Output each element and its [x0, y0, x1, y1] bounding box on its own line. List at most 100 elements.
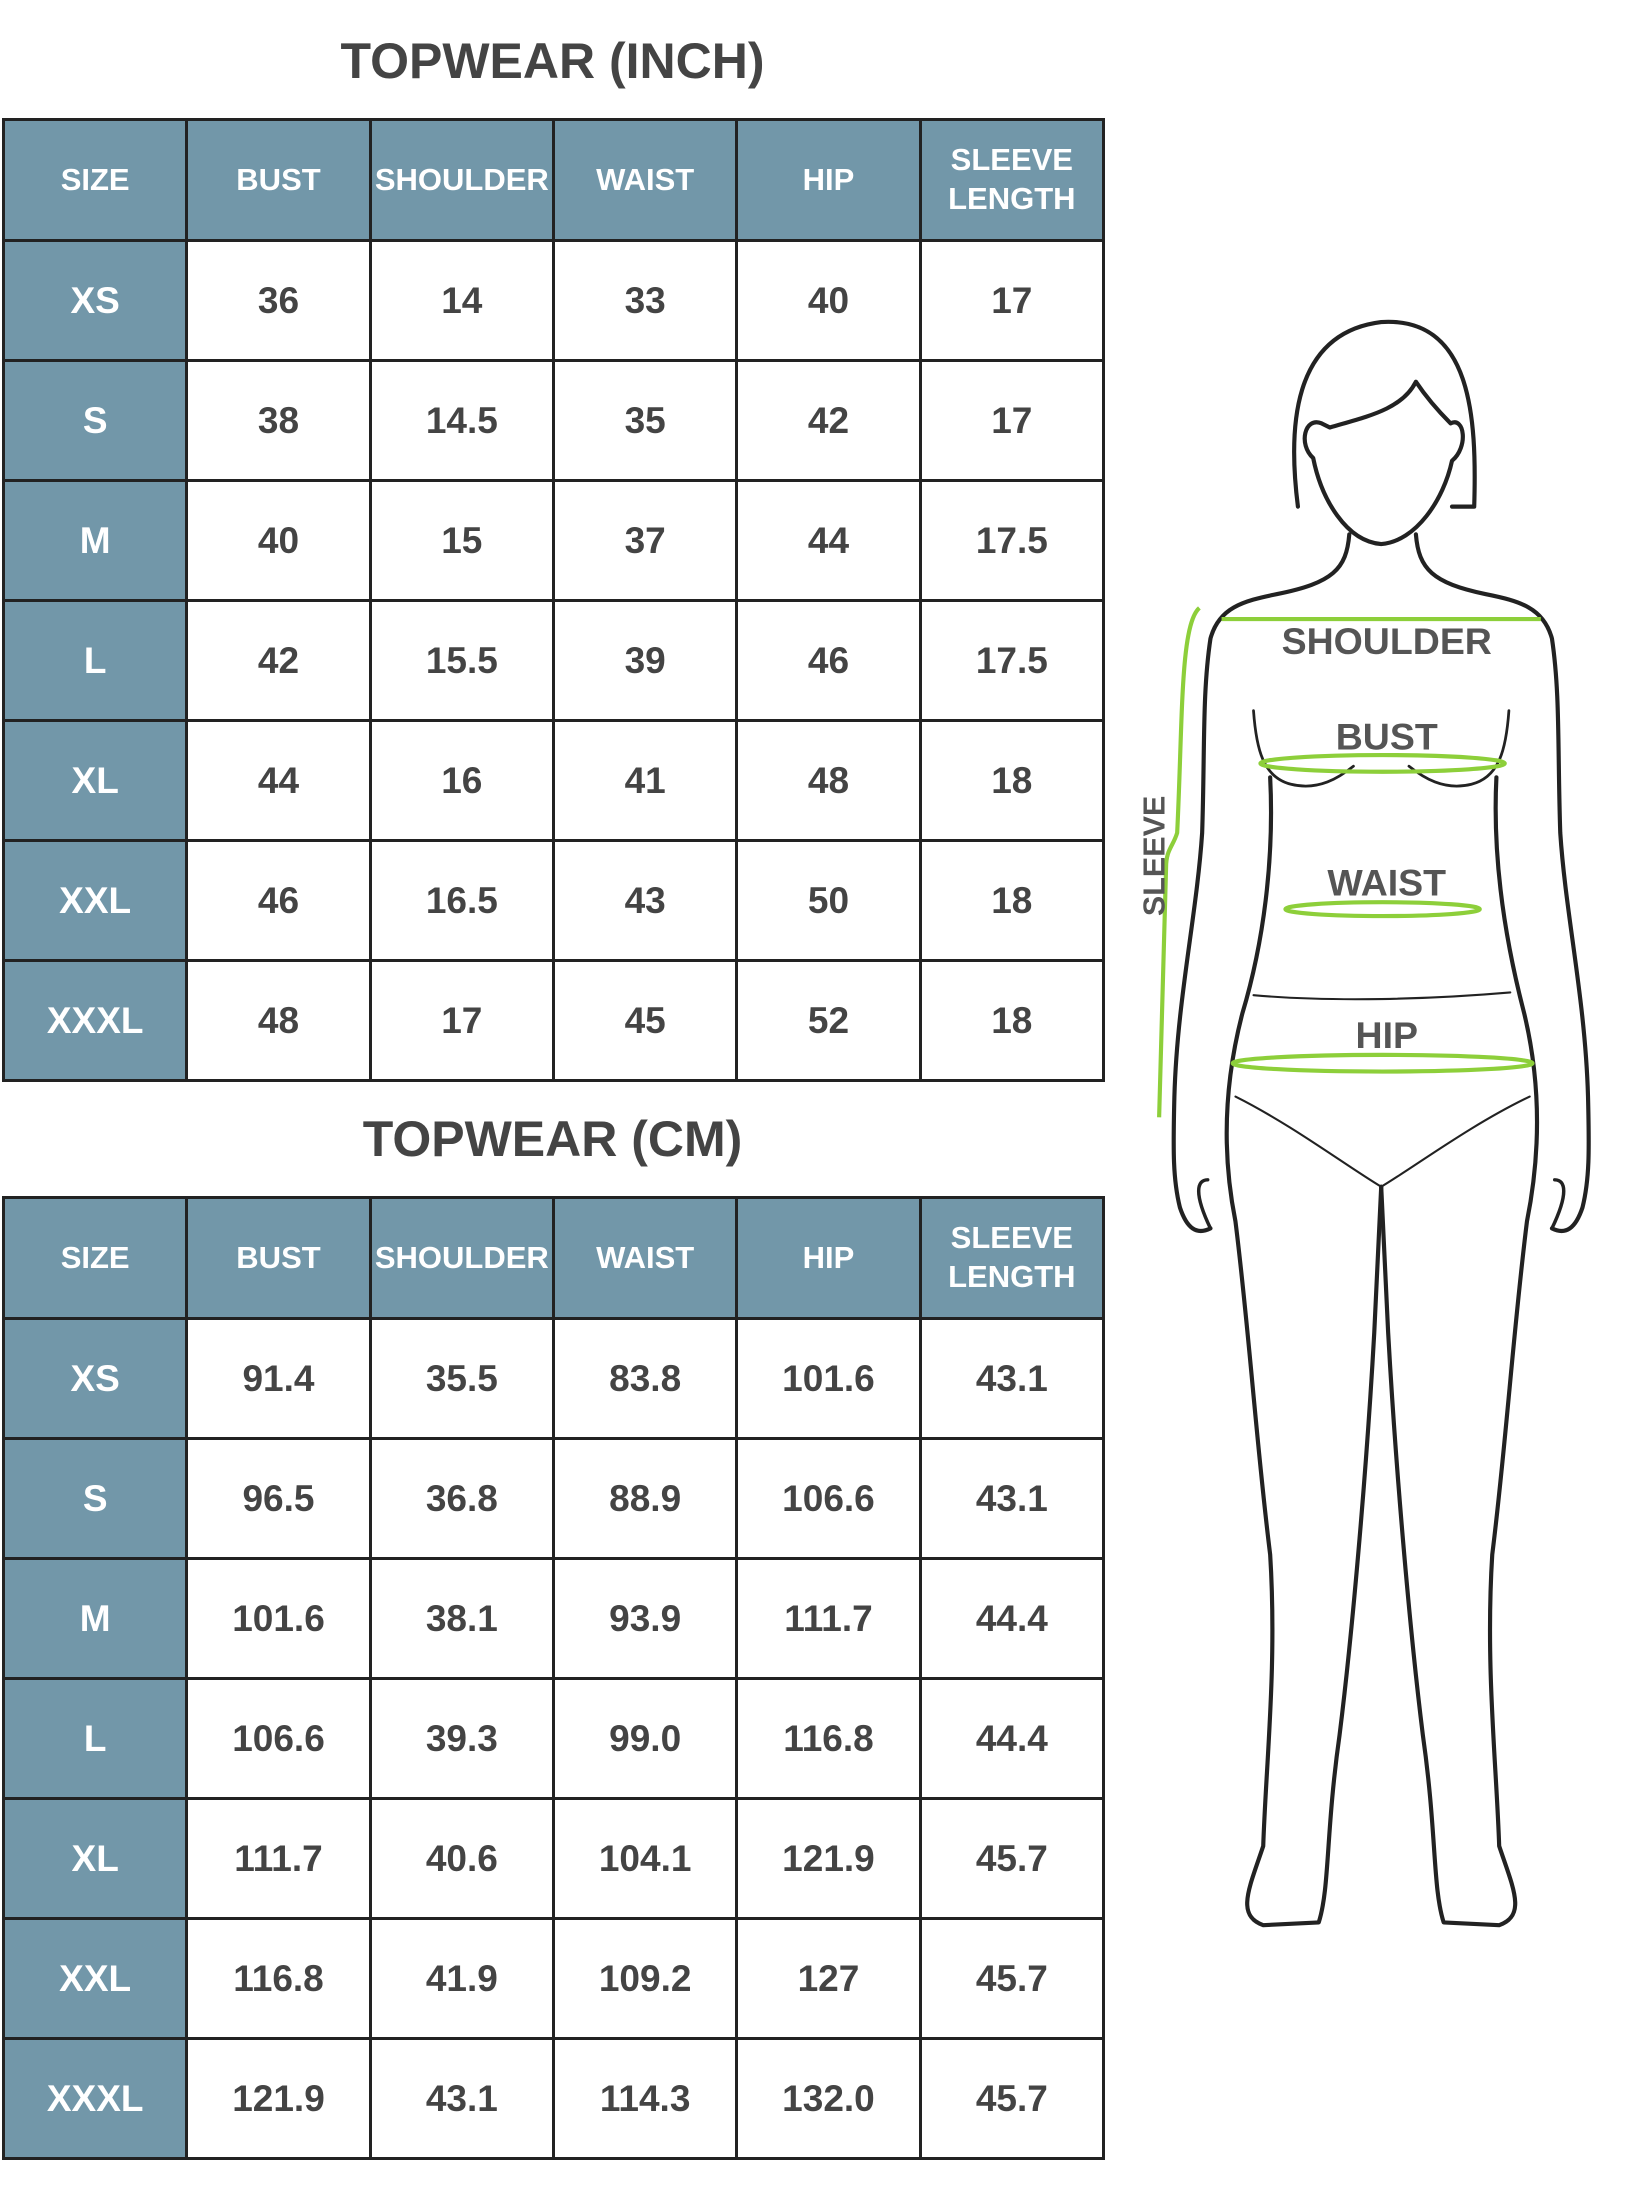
- value-cell: 106.6: [735, 1437, 922, 1560]
- value-cell: 44: [735, 479, 922, 602]
- value-cell: 46: [185, 839, 372, 962]
- value-cell: 43.1: [918, 1437, 1106, 1560]
- column-header: SLEEVE LENGTH: [918, 1196, 1106, 1320]
- size-cell: L: [1, 599, 189, 722]
- table-row: XS 36 14 33 40 17: [1, 239, 1106, 362]
- header-row: SIZE BUST SHOULDER WAIST HIP SLEEVE LENGTH: [1, 118, 1106, 242]
- value-cell: 116.8: [185, 1917, 372, 2040]
- value-cell: 45.7: [918, 2037, 1106, 2160]
- column-header: SLEEVE LENGTH: [918, 118, 1106, 242]
- value-cell: 127: [735, 1917, 922, 2040]
- value-cell: 88.9: [551, 1437, 739, 1560]
- value-cell: 15: [368, 479, 555, 602]
- hip-label: HIP: [1356, 1014, 1418, 1056]
- column-header: WAIST: [551, 1196, 739, 1320]
- column-header: WAIST: [551, 118, 739, 242]
- value-cell: 38.1: [368, 1557, 555, 1680]
- value-cell: 44.4: [918, 1557, 1106, 1680]
- body-outline: [1171, 319, 1591, 1928]
- value-cell: 14.5: [368, 359, 555, 482]
- value-cell: 41: [551, 719, 739, 842]
- value-cell: 45: [551, 959, 739, 1082]
- value-cell: 106.6: [185, 1677, 372, 1800]
- size-cell: M: [1, 1557, 189, 1680]
- value-cell: 43.1: [918, 1317, 1106, 1440]
- value-cell: 39: [551, 599, 739, 722]
- size-cell: XXL: [1, 1917, 189, 2040]
- size-cell: L: [1, 1677, 189, 1800]
- value-cell: 44.4: [918, 1677, 1106, 1800]
- table-row: S 96.5 36.8 88.9 106.6 43.1: [1, 1437, 1106, 1560]
- size-cell: XXXL: [1, 2037, 189, 2160]
- table-row: XXL 46 16.5 43 50 18: [1, 839, 1106, 962]
- value-cell: 91.4: [185, 1317, 372, 1440]
- measurement-lines: [1157, 606, 1541, 1118]
- value-cell: 45.7: [918, 1797, 1106, 1920]
- size-cell: XL: [1, 719, 189, 842]
- value-cell: 132.0: [735, 2037, 922, 2160]
- value-cell: 52: [735, 959, 922, 1082]
- size-cell: XS: [1, 239, 189, 362]
- value-cell: 96.5: [185, 1437, 372, 1560]
- cm-table-title: TOPWEAR (CM): [362, 1111, 743, 1167]
- value-cell: 121.9: [185, 2037, 372, 2160]
- shoulder-label: SHOULDER: [1282, 620, 1492, 662]
- value-cell: 40: [735, 239, 922, 362]
- cm-size-table: SIZE BUST SHOULDER WAIST HIP SLEEVE LENGTH XS 9…: [1, 1196, 1106, 2160]
- table-row: M 40 15 37 44 17.5: [1, 479, 1106, 602]
- table-row: L 106.6 39.3 99.0 116.8 44.4: [1, 1677, 1106, 1800]
- value-cell: 14: [368, 239, 555, 362]
- value-cell: 17: [918, 239, 1106, 362]
- table-row: XXXL 121.9 43.1 114.3 132.0 45.7: [1, 2037, 1106, 2160]
- column-header: SHOULDER: [368, 1196, 555, 1320]
- value-cell: 33: [551, 239, 739, 362]
- table-row: XS 91.4 35.5 83.8 101.6 43.1: [1, 1317, 1106, 1440]
- value-cell: 50: [735, 839, 922, 962]
- value-cell: 17: [368, 959, 555, 1082]
- value-cell: 18: [918, 839, 1106, 962]
- value-cell: 42: [185, 599, 372, 722]
- value-cell: 18: [918, 719, 1106, 842]
- value-cell: 93.9: [551, 1557, 739, 1680]
- value-cell: 109.2: [551, 1917, 739, 2040]
- size-cell: XXXL: [1, 959, 189, 1082]
- value-cell: 101.6: [185, 1557, 372, 1680]
- inch-size-table: SIZE BUST SHOULDER WAIST HIP SLEEVE LENGTH XS 3…: [1, 118, 1106, 1082]
- value-cell: 40.6: [368, 1797, 555, 1920]
- size-cell: XL: [1, 1797, 189, 1920]
- value-cell: 35: [551, 359, 739, 482]
- value-cell: 99.0: [551, 1677, 739, 1800]
- value-cell: 48: [735, 719, 922, 842]
- value-cell: 39.3: [368, 1677, 555, 1800]
- value-cell: 18: [918, 959, 1106, 1082]
- column-header: SIZE: [1, 1196, 189, 1320]
- value-cell: 104.1: [551, 1797, 739, 1920]
- value-cell: 44: [185, 719, 372, 842]
- column-header: BUST: [185, 118, 372, 242]
- value-cell: 16.5: [368, 839, 555, 962]
- value-cell: 37: [551, 479, 739, 602]
- table-row: XXL 116.8 41.9 109.2 127 45.7: [1, 1917, 1106, 2040]
- size-cell: M: [1, 479, 189, 602]
- value-cell: 15.5: [368, 599, 555, 722]
- value-cell: 45.7: [918, 1917, 1106, 2040]
- table-row: S 38 14.5 35 42 17: [1, 359, 1106, 482]
- value-cell: 17.5: [918, 599, 1106, 722]
- waist-label: WAIST: [1327, 861, 1446, 903]
- value-cell: 43: [551, 839, 739, 962]
- table-row: XL 44 16 41 48 18: [1, 719, 1106, 842]
- column-header: BUST: [185, 1196, 372, 1320]
- table-row: XL 111.7 40.6 104.1 121.9 45.7: [1, 1797, 1106, 1920]
- bust-label: BUST: [1336, 716, 1438, 758]
- sleeve-label: SLEEVE: [1138, 796, 1172, 916]
- size-cell: XXL: [1, 839, 189, 962]
- value-cell: 40: [185, 479, 372, 602]
- value-cell: 48: [185, 959, 372, 1082]
- value-cell: 46: [735, 599, 922, 722]
- value-cell: 41.9: [368, 1917, 555, 2040]
- value-cell: 17.5: [918, 479, 1106, 602]
- value-cell: 101.6: [735, 1317, 922, 1440]
- value-cell: 111.7: [735, 1557, 922, 1680]
- value-cell: 83.8: [551, 1317, 739, 1440]
